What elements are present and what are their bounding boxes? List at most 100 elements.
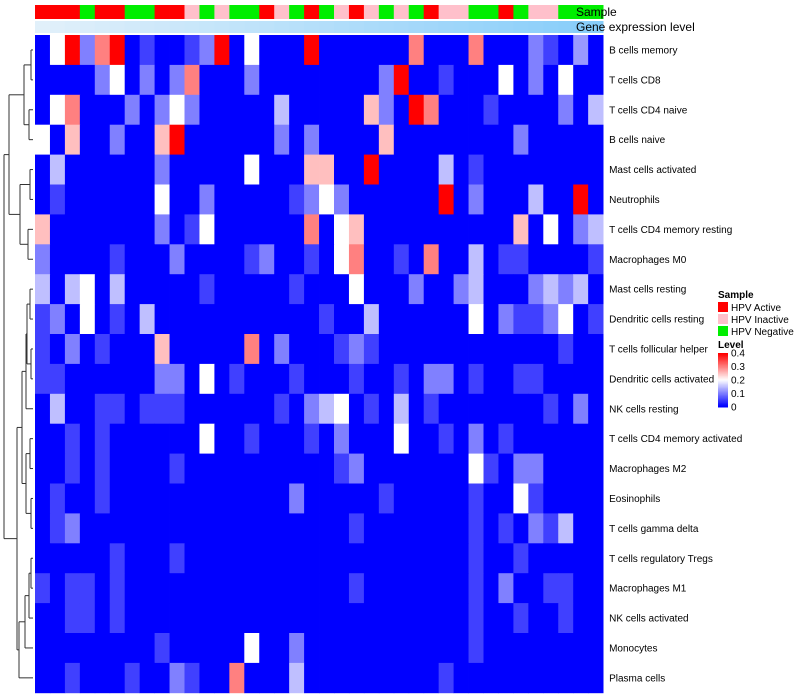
- heatmap-cell: [124, 334, 141, 365]
- heatmap-cell: [64, 304, 81, 335]
- heatmap-cell: [319, 184, 335, 215]
- heatmap-cell: [543, 274, 559, 305]
- heatmap-cell: [319, 304, 335, 335]
- heatmap-cell: [408, 334, 425, 365]
- heatmap-cell: [558, 274, 574, 305]
- heatmap-cell: [558, 214, 574, 245]
- heatmap-cell: [378, 453, 395, 484]
- heatmap-cell: [348, 154, 365, 185]
- heatmap-cell: [124, 603, 141, 634]
- heatmap-cell: [199, 363, 215, 395]
- heatmap-cell: [304, 274, 320, 305]
- expression-annotation-cell: [423, 21, 440, 33]
- heatmap-cell: [244, 543, 260, 574]
- heatmap-cell: [408, 633, 425, 664]
- expression-annotation-cell: [124, 21, 141, 33]
- heatmap-cell: [334, 453, 350, 484]
- expression-annotation-cell: [453, 21, 469, 33]
- legend-level-gradient: [718, 394, 728, 397]
- heatmap-cell: [169, 124, 185, 155]
- heatmap-cell: [139, 184, 155, 215]
- heatmap-cell: [543, 423, 559, 454]
- heatmap-cell: [393, 274, 410, 305]
- heatmap-cell: [393, 214, 410, 245]
- heatmap-cell: [244, 363, 260, 395]
- heatmap-cell: [334, 334, 350, 365]
- sample-annotation-cell: [35, 5, 51, 19]
- heatmap-cell: [408, 184, 425, 215]
- sample-annotation-cell: [588, 5, 604, 19]
- heatmap-cell: [49, 334, 66, 365]
- heatmap-cell: [124, 573, 141, 604]
- heatmap-cell: [35, 64, 51, 96]
- heatmap-cell: [199, 662, 215, 694]
- heatmap-cell: [169, 154, 185, 185]
- heatmap-cell: [64, 603, 81, 634]
- heatmap-cell: [468, 483, 484, 514]
- row-label: Mast cells resting: [609, 285, 686, 296]
- heatmap-cell: [289, 94, 305, 126]
- heatmap-cell: [468, 363, 484, 395]
- heatmap-cell: [453, 334, 469, 365]
- heatmap-cell: [558, 304, 574, 335]
- heatmap-cell: [334, 662, 350, 694]
- heatmap-cell: [94, 573, 111, 604]
- heatmap-cell: [468, 662, 484, 694]
- heatmap-cell: [49, 124, 66, 155]
- heatmap-cell: [438, 214, 454, 245]
- legend-level-gradient: [718, 362, 728, 365]
- heatmap-cell: [528, 423, 544, 454]
- heatmap-cell: [483, 124, 499, 155]
- heatmap-cell: [244, 334, 260, 365]
- heatmap-cell: [199, 573, 215, 604]
- heatmap-cell: [423, 483, 440, 514]
- heatmap-cell: [408, 662, 425, 694]
- heatmap-cell: [513, 543, 529, 574]
- heatmap-cell: [573, 94, 589, 126]
- heatmap-cell: [498, 393, 514, 425]
- heatmap-cell: [79, 154, 96, 185]
- heatmap-cell: [289, 334, 305, 365]
- heatmap-cell: [468, 184, 484, 215]
- heatmap-cell: [528, 304, 544, 335]
- heatmap-cell: [169, 603, 185, 634]
- heatmap-cell: [453, 184, 469, 215]
- heatmap-cell: [423, 513, 440, 544]
- heatmap-cell: [79, 573, 96, 604]
- heatmap-cell: [169, 453, 185, 484]
- row-label: B cells naive: [609, 135, 666, 146]
- heatmap-cell: [363, 423, 380, 454]
- heatmap-cell: [348, 35, 365, 66]
- heatmap-cell: [588, 124, 604, 155]
- heatmap-cell: [35, 184, 51, 215]
- heatmap-cell: [49, 244, 66, 275]
- heatmap-cell: [528, 662, 544, 694]
- heatmap-cell: [229, 483, 245, 514]
- heatmap-cell: [184, 334, 200, 365]
- expression-annotation-cell: [154, 21, 170, 33]
- heatmap-cell: [274, 214, 290, 245]
- heatmap-cell: [304, 633, 320, 664]
- heatmap-cell: [363, 184, 380, 215]
- heatmap-cell: [79, 244, 96, 275]
- heatmap-cell: [408, 124, 425, 155]
- heatmap-cell: [378, 154, 395, 185]
- heatmap-cell: [304, 244, 320, 275]
- legend-level-gradient: [718, 375, 728, 378]
- heatmap-cell: [453, 154, 469, 185]
- legend-level-gradient: [718, 366, 728, 369]
- heatmap-cell: [408, 453, 425, 484]
- heatmap-cell: [304, 393, 320, 425]
- heatmap-cell: [408, 393, 425, 425]
- heatmap-cell: [94, 154, 111, 185]
- expression-annotation-cell: [348, 21, 365, 33]
- heatmap-cell: [139, 94, 155, 126]
- sample-annotation-bar: [35, 5, 604, 19]
- heatmap-cell: [348, 64, 365, 96]
- legend-level-gradient: [718, 361, 728, 363]
- heatmap-cell: [393, 334, 410, 365]
- heatmap-cell: [64, 662, 81, 694]
- heatmap-cell: [79, 423, 96, 454]
- heatmap-cell: [94, 363, 111, 395]
